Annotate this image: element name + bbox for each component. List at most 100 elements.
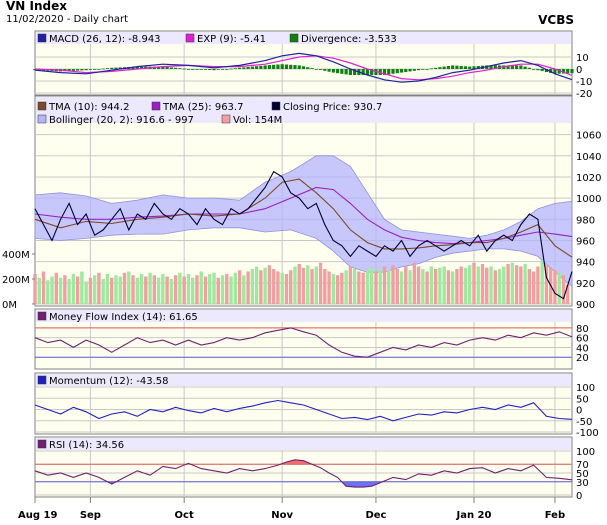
- volume-bar: [399, 271, 404, 304]
- momentum-panel-ytick-label: 0: [576, 406, 582, 417]
- volume-bar: [152, 275, 157, 304]
- price-panel-ytick-label: 1020: [576, 173, 601, 184]
- divergence-bar: [246, 67, 250, 69]
- macd-panel-legend-label: EXP (9): -5.41: [197, 34, 266, 45]
- volume-bar: [131, 275, 135, 304]
- divergence-bar: [267, 65, 272, 69]
- volume-bar: [446, 270, 451, 304]
- volume-bar: [118, 276, 122, 304]
- volume-bar: [139, 274, 144, 304]
- volume-bar: [71, 274, 76, 304]
- divergence-bar: [340, 69, 344, 74]
- rsi-panel-ytick-label: 30: [576, 478, 589, 489]
- volume-bar: [468, 265, 472, 304]
- volume-bar: [348, 266, 353, 304]
- volume-bar: [254, 266, 259, 304]
- volume-bar: [391, 265, 395, 304]
- volume-bar: [101, 279, 105, 304]
- divergence-bar: [399, 69, 404, 73]
- divergence-bar: [523, 66, 527, 69]
- macd-panel-legend-swatch: [289, 33, 299, 43]
- divergence-bar: [404, 69, 408, 72]
- divergence-bar: [195, 69, 199, 70]
- mfi-panel-ytick-label: 20: [576, 353, 589, 364]
- volume-bar: [220, 275, 225, 304]
- volume-bar: [161, 274, 165, 304]
- divergence-bar: [327, 69, 331, 72]
- volume-bar: [425, 271, 429, 304]
- volume-bar: [271, 269, 276, 304]
- divergence-bar: [250, 66, 254, 69]
- bollinger-band: [34, 155, 573, 288]
- divergence-bar: [438, 67, 442, 69]
- volume-bar: [510, 262, 515, 304]
- volume-bar: [46, 280, 50, 304]
- volume-tick-label: 400M: [2, 250, 30, 261]
- volume-bar: [361, 272, 365, 304]
- divergence-bar: [348, 69, 352, 75]
- divergence-bar: [208, 69, 212, 70]
- divergence-bar: [237, 67, 242, 69]
- divergence-bar: [76, 69, 80, 71]
- macd-panel-legend-swatch: [185, 33, 195, 43]
- divergence-bar: [186, 69, 191, 70]
- divergence-bar: [93, 69, 97, 70]
- divergence-bar: [131, 66, 135, 69]
- divergence-bar: [314, 69, 318, 70]
- divergence-bar: [442, 66, 446, 69]
- volume-bar: [527, 269, 532, 304]
- volume-bar: [216, 277, 220, 304]
- divergence-bar: [532, 69, 536, 70]
- divergence-bar: [519, 65, 523, 69]
- volume-bar: [374, 271, 378, 304]
- divergence-bar: [276, 64, 280, 69]
- volume-bar: [489, 266, 493, 304]
- divergence-bar: [191, 69, 195, 70]
- divergence-bar: [387, 69, 391, 75]
- divergence-bar: [421, 69, 425, 70]
- divergence-bar: [434, 67, 438, 69]
- volume-bar: [310, 269, 314, 304]
- divergence-bar: [139, 66, 144, 69]
- divergence-bar: [395, 69, 399, 74]
- mfi-line: [34, 327, 573, 358]
- divergence-bar: [506, 65, 510, 69]
- divergence-bar: [412, 69, 416, 71]
- volume-bar: [233, 272, 238, 304]
- volume-bar: [442, 266, 446, 304]
- volume-tick-label: 0M: [2, 300, 17, 311]
- volume-bar: [531, 271, 536, 304]
- volume-bar: [127, 271, 131, 304]
- macd-panel-ytick-label: 10: [576, 53, 589, 64]
- volume-bar: [92, 275, 97, 304]
- chart-title: VN Index: [6, 0, 67, 13]
- price-panel-legend-swatch: [151, 101, 161, 111]
- volume-bar: [566, 284, 570, 304]
- mfi-panel-ytick-label: 80: [576, 324, 589, 335]
- divergence-bar: [263, 65, 267, 69]
- volume-bar: [327, 271, 331, 304]
- volume-bar: [438, 267, 442, 304]
- volume-bar: [536, 266, 540, 304]
- divergence-bar: [169, 67, 173, 69]
- divergence-bar: [259, 65, 263, 69]
- volume-bar: [80, 271, 84, 304]
- volume-bar: [182, 276, 186, 304]
- volume-bar: [250, 269, 255, 304]
- x-axis-label: Nov: [271, 510, 293, 521]
- volume-bar: [54, 272, 59, 304]
- divergence-bar: [540, 69, 544, 72]
- volume-tick-label: 200M: [2, 275, 30, 286]
- volume-bar: [267, 265, 272, 304]
- divergence-bar: [455, 65, 459, 69]
- volume-bar: [229, 276, 233, 304]
- mfi-panel-legend-label: Money Flow Index (14): 61.65: [49, 312, 198, 323]
- volume-bar: [352, 269, 357, 304]
- divergence-bar: [472, 66, 476, 69]
- volume-bar: [357, 271, 361, 304]
- volume-bar: [382, 266, 387, 304]
- divergence-bar: [165, 67, 169, 69]
- divergence-bar: [323, 69, 327, 71]
